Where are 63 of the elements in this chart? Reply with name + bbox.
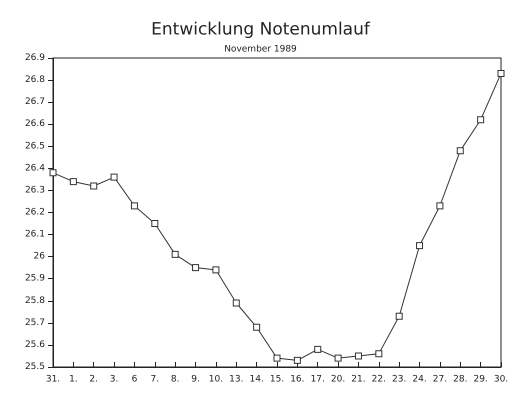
point — [192, 264, 200, 272]
point — [151, 220, 158, 228]
point — [70, 178, 77, 186]
y-tick-label: 25.9 — [24, 274, 46, 284]
x-tick-label: 22. — [372, 374, 386, 384]
point — [232, 299, 240, 306]
chart-title: Entwicklung Notenumlauf — [151, 20, 371, 40]
point — [253, 324, 260, 331]
x-tick-label: 16. — [290, 374, 305, 384]
y-tick-label: 26.3 — [24, 185, 45, 196]
x-tick-label: 6 — [132, 374, 138, 384]
y-tick-label: 25.5 — [24, 362, 45, 372]
x-tick-label: 23. — [392, 374, 406, 384]
y-tick-label: 26.9 — [24, 53, 46, 63]
point — [436, 202, 444, 210]
y-tick-label: 26.7 — [24, 97, 45, 108]
x-tick-label: 13. — [229, 374, 244, 384]
point — [416, 242, 424, 250]
y-tick-label: 26.1 — [24, 230, 45, 240]
point — [212, 266, 220, 274]
chart-subtitle: November 1989 — [224, 44, 298, 54]
x-tick-label: 7. — [150, 374, 160, 384]
point — [274, 354, 280, 362]
x-tick-label: 21. — [351, 374, 366, 384]
point — [396, 312, 403, 320]
point — [354, 352, 362, 360]
x-tick-label: 29. — [473, 374, 488, 384]
point — [294, 356, 301, 364]
x-tick-label: 28. — [453, 374, 468, 384]
y-tick-label: 26.2 — [24, 208, 45, 218]
y-tick-label: 26.4 — [24, 163, 46, 174]
x-tick-label: 9. — [191, 374, 200, 384]
x-tick-label: 24. — [412, 374, 427, 384]
x-tick-label: 15. — [270, 374, 284, 384]
point — [314, 346, 322, 353]
x-tick-label: 14. — [249, 374, 264, 384]
point — [172, 250, 179, 258]
x-tick-label: 20. — [330, 374, 346, 384]
point — [90, 182, 98, 190]
y-tick-label: 26 — [34, 252, 46, 262]
x-tick-label: 17. — [310, 374, 325, 384]
x-tick-label: 10. — [208, 374, 224, 384]
y-tick-label: 26.5 — [24, 141, 45, 152]
x-tick-label: 31. — [46, 374, 60, 384]
y-tick-label: 25.8 — [24, 296, 46, 306]
point — [50, 169, 56, 176]
x-tick-label: 27. — [432, 374, 448, 384]
point — [498, 70, 504, 77]
x-tick-label: 1. — [69, 374, 78, 384]
x-tick-label: 3. — [110, 374, 118, 384]
x-tick-label: 8. — [170, 374, 180, 384]
point — [456, 147, 464, 154]
y-tick-label: 26.8 — [24, 75, 46, 86]
y-tick-label: 25.7 — [24, 318, 45, 328]
point — [130, 202, 138, 210]
y-tick-label: 26.6 — [24, 119, 46, 130]
y-tick-label: 25.6 — [24, 340, 46, 350]
point — [477, 116, 484, 124]
x-tick-label: 2. — [89, 374, 98, 384]
point — [110, 174, 118, 181]
x-tick-label: 30. — [494, 374, 508, 384]
point — [334, 354, 342, 362]
point — [375, 350, 382, 358]
